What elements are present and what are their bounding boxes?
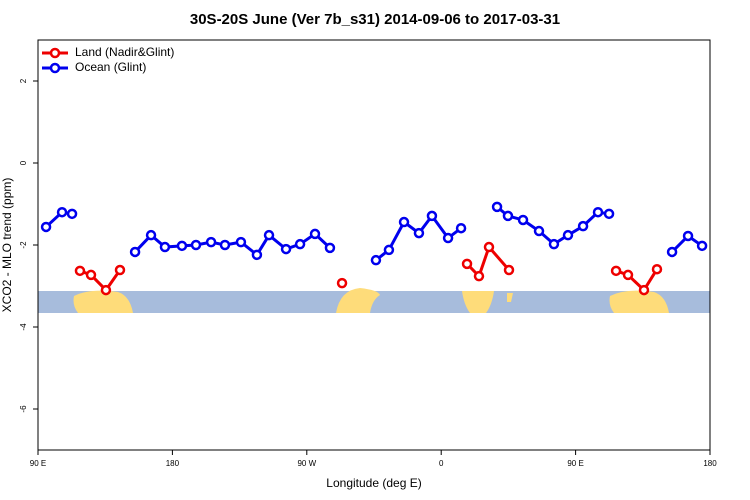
- data-point: [235, 236, 247, 248]
- plot-frame: [37, 39, 711, 451]
- data-point: [603, 208, 615, 220]
- land-band: [73, 290, 133, 313]
- data-point: [682, 230, 694, 242]
- series-line: [615, 268, 659, 293]
- data-point: [548, 238, 560, 250]
- data-point: [129, 246, 141, 258]
- legend-label: Ocean (Glint): [75, 60, 146, 74]
- series-line: [465, 244, 511, 279]
- data-point: [251, 249, 263, 261]
- data-point: [426, 210, 438, 222]
- y-axis-label: XCO2 - MLO trend (ppm): [0, 178, 14, 313]
- data-point: [219, 239, 231, 251]
- data-point: [100, 284, 112, 296]
- data-point: [455, 222, 467, 234]
- land-band: [462, 291, 513, 313]
- y-tick-label: -6: [19, 405, 28, 413]
- data-point: [85, 269, 97, 281]
- data-point: [383, 244, 395, 256]
- data-point: [263, 229, 275, 241]
- data-point: [638, 284, 650, 296]
- legend-marker: [49, 47, 61, 59]
- data-point: [324, 242, 336, 254]
- data-point: [114, 264, 126, 276]
- data-point: [413, 227, 425, 239]
- data-point: [309, 228, 321, 240]
- series-line: [496, 205, 610, 247]
- data-point: [533, 225, 545, 237]
- land-band: [609, 290, 669, 313]
- data-point: [651, 263, 663, 275]
- y-tick-label: -4: [19, 323, 28, 331]
- data-point: [145, 229, 157, 241]
- data-point: [370, 254, 382, 266]
- x-tick-label: 180: [703, 459, 717, 468]
- data-point: [280, 243, 292, 255]
- legend-marker: [49, 62, 61, 74]
- data-point: [336, 277, 348, 289]
- data-point: [461, 258, 473, 270]
- x-axis-label: Longitude (deg E): [326, 476, 421, 490]
- data-point: [517, 214, 529, 226]
- data-point: [40, 221, 52, 233]
- data-point: [159, 241, 171, 253]
- ocean-band: [38, 291, 710, 313]
- series-line: [79, 269, 122, 293]
- data-point: [502, 210, 514, 222]
- x-tick-label: 90 E: [567, 459, 583, 468]
- x-tick-label: 90 E: [30, 459, 46, 468]
- data-point: [696, 240, 708, 252]
- land-band: [336, 288, 380, 313]
- data-point: [491, 201, 503, 213]
- data-point: [483, 241, 495, 253]
- x-tick-label: 180: [166, 459, 180, 468]
- data-point: [66, 208, 78, 220]
- data-point: [56, 206, 68, 218]
- data-point: [294, 238, 306, 250]
- x-tick-label: 0: [439, 459, 444, 468]
- data-point: [577, 220, 589, 232]
- data-point: [473, 270, 485, 282]
- data-point: [176, 240, 188, 252]
- data-point: [610, 265, 622, 277]
- data-point: [622, 269, 634, 281]
- data-point: [503, 264, 515, 276]
- data-point: [205, 236, 217, 248]
- data-point: [666, 246, 678, 258]
- data-point: [74, 265, 86, 277]
- legend-label: Land (Nadir&Glint): [75, 45, 174, 59]
- x-tick-label: 90 W: [297, 459, 316, 468]
- data-point: [190, 239, 202, 251]
- data-point: [562, 229, 574, 241]
- surface-band: [38, 288, 710, 313]
- chart-title: 30S-20S June (Ver 7b_s31) 2014-09-06 to …: [190, 11, 560, 28]
- data-point: [592, 206, 604, 218]
- data-point: [398, 216, 410, 228]
- y-tick-label: -2: [19, 241, 28, 249]
- y-tick-label: 2: [19, 78, 28, 83]
- y-tick-label: 0: [19, 160, 28, 165]
- data-point: [442, 232, 454, 244]
